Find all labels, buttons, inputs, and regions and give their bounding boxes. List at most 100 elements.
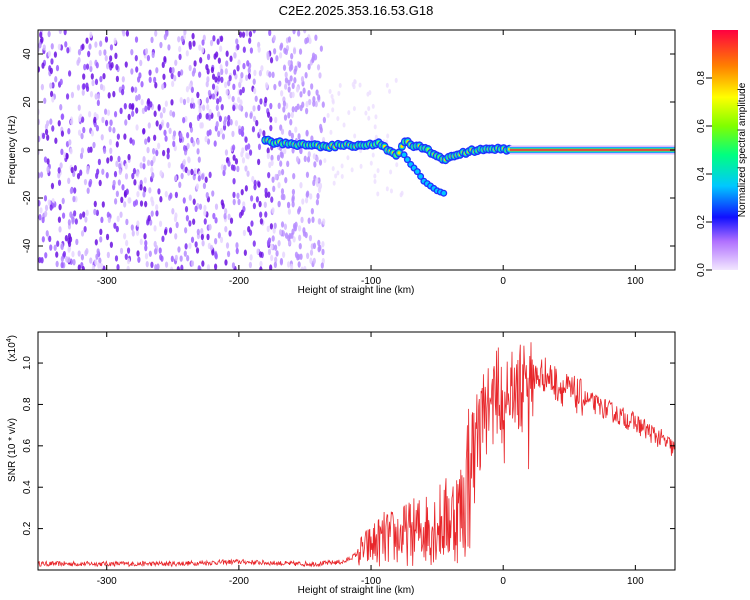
noise-cell <box>266 51 270 58</box>
noise-cell <box>169 67 173 74</box>
noise-cell <box>68 139 72 146</box>
noise-cell <box>246 60 250 67</box>
noise-cell <box>106 157 110 164</box>
noise-cell <box>120 196 124 204</box>
snr-ylabel: SNR (10 * v/v) <box>7 418 18 482</box>
noise-cell <box>210 66 215 74</box>
noise-cell <box>206 76 210 83</box>
noise-cell <box>98 49 102 57</box>
noise-cell <box>62 250 66 258</box>
noise-cell <box>295 156 300 163</box>
noise-cell <box>283 223 288 230</box>
y-tick-label: 20 <box>22 96 33 108</box>
noise-cell <box>64 235 68 242</box>
noise-cell <box>126 257 131 265</box>
noise-cell <box>153 248 158 255</box>
noise-cell <box>49 204 53 211</box>
noise-cell <box>74 218 78 225</box>
noise-cell <box>273 261 277 269</box>
noise-cell <box>236 65 240 72</box>
noise-cell <box>287 86 291 93</box>
noise-cell <box>293 224 297 232</box>
noise-cell <box>191 32 195 40</box>
noise-cell <box>224 68 228 75</box>
noise-cell <box>331 107 335 113</box>
noise-cell <box>254 95 258 102</box>
noise-cell <box>211 73 216 80</box>
noise-cell <box>40 83 44 91</box>
noise-cell <box>292 30 296 35</box>
noise-cell <box>124 61 128 68</box>
noise-cell <box>321 248 325 256</box>
noise-cell <box>271 207 275 214</box>
noise-cell <box>79 152 84 160</box>
noise-cell <box>166 121 170 129</box>
noise-cell <box>177 246 181 253</box>
noise-cell <box>98 257 102 264</box>
noise-cell <box>38 256 42 264</box>
noise-cell <box>336 116 340 122</box>
noise-cell <box>330 93 334 99</box>
noise-cell <box>174 191 178 199</box>
noise-cell <box>276 154 281 162</box>
noise-cell <box>129 137 133 144</box>
noise-cell <box>98 179 102 187</box>
noise-cell <box>386 133 390 139</box>
noise-cell <box>93 116 97 124</box>
noise-cell <box>223 116 228 123</box>
noise-cell <box>192 218 196 225</box>
noise-cell <box>264 211 268 218</box>
noise-cell <box>280 193 284 201</box>
noise-cell <box>239 99 243 106</box>
noise-cell <box>179 132 183 139</box>
noise-cell <box>207 114 212 121</box>
noise-cell <box>114 198 118 205</box>
noise-cell <box>68 70 72 77</box>
noise-cell <box>51 96 55 103</box>
noise-cell <box>303 30 307 34</box>
noise-cell <box>277 240 281 247</box>
noise-cell <box>279 160 283 167</box>
noise-cell <box>197 98 201 106</box>
noise-cell <box>148 69 152 76</box>
noise-cell <box>81 43 85 50</box>
noise-cell <box>50 182 55 190</box>
noise-cell <box>280 128 285 135</box>
noise-cell <box>184 205 189 213</box>
noise-cell <box>72 195 76 203</box>
noise-cell <box>39 31 43 38</box>
noise-cell <box>76 172 81 180</box>
noise-cell <box>119 211 123 218</box>
noise-cell <box>171 80 175 88</box>
noise-cell <box>139 59 143 67</box>
noise-cell <box>294 126 298 133</box>
noise-cell <box>144 239 148 247</box>
colorbar-tick-label: 0.0 <box>696 263 707 277</box>
noise-cell <box>244 144 249 151</box>
noise-cell <box>124 253 128 260</box>
noise-cell <box>41 216 45 224</box>
noise-cell <box>55 251 59 258</box>
noise-cell <box>75 238 79 246</box>
noise-cell <box>205 113 209 120</box>
noise-cell <box>346 155 350 161</box>
noise-cell <box>342 122 346 128</box>
noise-cell <box>295 86 300 93</box>
noise-cell <box>217 111 221 118</box>
noise-cell <box>137 93 141 101</box>
noise-cell <box>147 136 151 143</box>
noise-cell <box>178 53 182 61</box>
noise-cell <box>299 104 303 112</box>
noise-cell <box>88 43 92 50</box>
noise-cell <box>214 76 218 83</box>
noise-cell <box>54 76 58 83</box>
noise-cell <box>117 155 121 163</box>
noise-cell <box>184 166 188 174</box>
x-tick-label: -300 <box>97 276 117 287</box>
noise-cell <box>61 197 65 205</box>
noise-cell <box>272 185 276 193</box>
noise-cell <box>373 173 377 179</box>
noise-cell <box>143 186 147 193</box>
noise-cell <box>250 195 254 202</box>
noise-cell <box>294 65 298 72</box>
